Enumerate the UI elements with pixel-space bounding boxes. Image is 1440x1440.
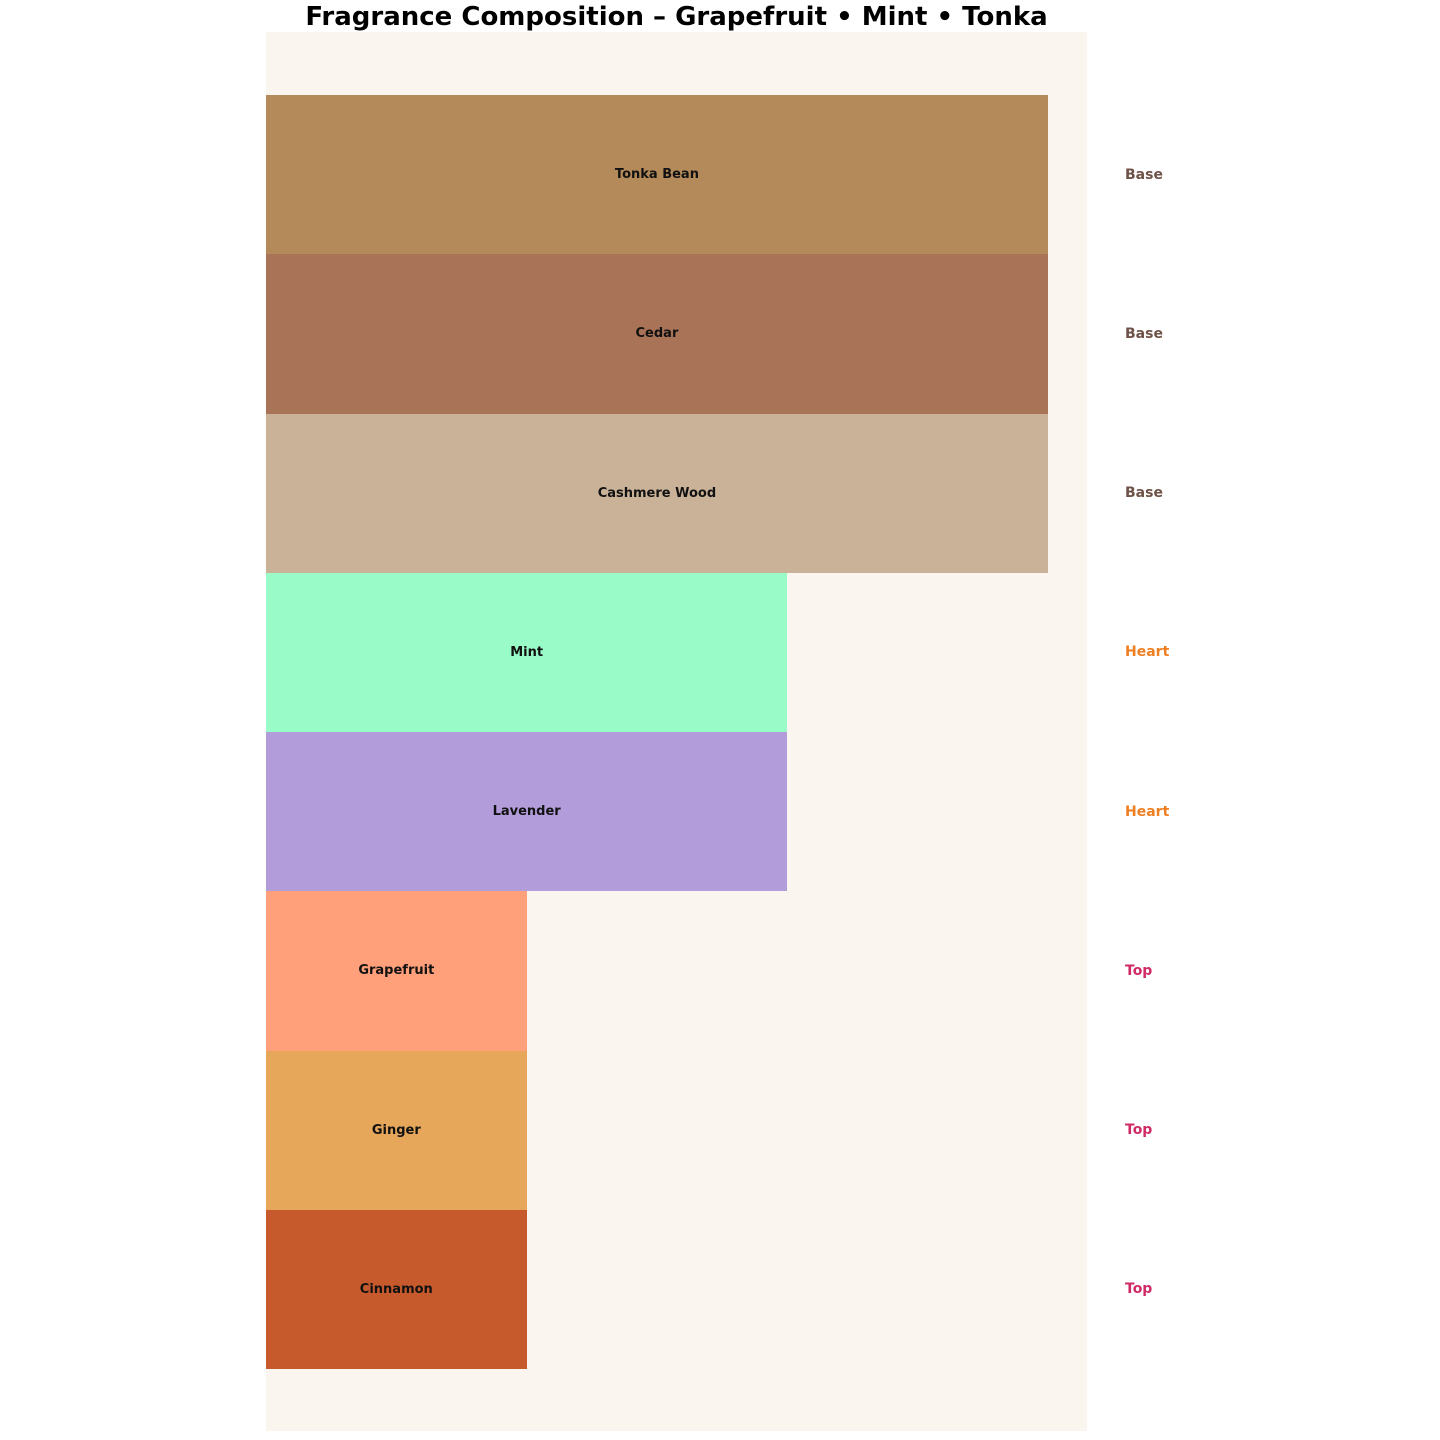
tier-label-heart: Heart (1125, 803, 1170, 820)
tier-label-base: Base (1125, 485, 1163, 502)
bar-row-ginger: Ginger Top (266, 1050, 1387, 1210)
tier-label-top: Top (1125, 962, 1153, 979)
bar-label: Cashmere Wood (597, 485, 717, 501)
bar-row-tonka-bean: Tonka Bean Base (266, 95, 1387, 255)
tier-label-base: Base (1125, 325, 1163, 342)
bar-row-lavender: Lavender Heart (266, 732, 1387, 892)
bar-label: Lavender (492, 804, 561, 820)
bar-label: Ginger (371, 1122, 421, 1138)
bar-row-mint: Mint Heart (266, 572, 1387, 732)
bar-grapefruit: Grapefruit (266, 891, 527, 1051)
bar-label: Cedar (635, 326, 679, 342)
bar-label: Tonka Bean (614, 167, 699, 183)
bar-lavender: Lavender (266, 732, 788, 892)
bar-row-grapefruit: Grapefruit Top (266, 891, 1387, 1051)
bar-cinnamon: Cinnamon (266, 1209, 527, 1369)
bar-label: Grapefruit (358, 963, 435, 979)
bar-row-cinnamon: Cinnamon Top (266, 1209, 1387, 1369)
bar-tonka-bean: Tonka Bean (266, 95, 1048, 255)
bar-label: Mint (510, 644, 544, 660)
bar-row-cashmere-wood: Cashmere Wood Base (266, 413, 1387, 573)
bar-row-cedar: Cedar Base (266, 254, 1387, 414)
bar-cedar: Cedar (266, 254, 1048, 414)
chart-title: Fragrance Composition – Grapefruit • Min… (305, 2, 1048, 32)
tier-label-top: Top (1125, 1281, 1153, 1298)
bar-cashmere-wood: Cashmere Wood (266, 413, 1048, 573)
tier-label-base: Base (1125, 166, 1163, 183)
tier-label-heart: Heart (1125, 644, 1170, 661)
tier-label-top: Top (1125, 1122, 1153, 1139)
bar-label: Cinnamon (359, 1281, 433, 1297)
bar-mint: Mint (266, 572, 788, 732)
bar-ginger: Ginger (266, 1050, 527, 1210)
